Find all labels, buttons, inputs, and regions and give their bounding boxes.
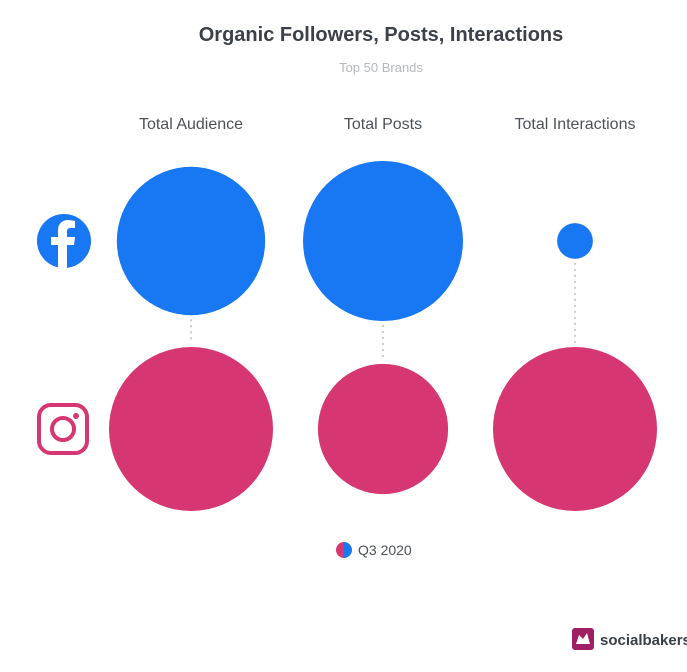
bubble-facebook-total-posts <box>303 161 463 321</box>
legend-swatch <box>336 542 352 558</box>
bubble-instagram-total-audience <box>109 347 273 511</box>
category-label-total-audience: Total Audience <box>139 116 243 133</box>
legend-label: Q3 2020 <box>358 542 412 558</box>
legend: Q3 2020 <box>336 542 412 558</box>
instagram-icon <box>37 403 89 455</box>
socialbakers-logo: socialbakers <box>572 628 687 650</box>
chart-subtitle: Top 50 Brands <box>339 60 423 75</box>
connector-lines <box>190 262 576 360</box>
chart-title: Organic Followers, Posts, Interactions <box>199 24 564 46</box>
bubble-facebook-total-interactions <box>557 223 593 259</box>
category-label-total-posts: Total Posts <box>344 116 422 133</box>
bubble-instagram-total-interactions <box>493 347 657 511</box>
bubble-instagram-total-posts <box>317 363 449 495</box>
facebook-icon <box>37 214 91 268</box>
bubble-facebook-total-audience <box>116 166 266 316</box>
brand-name: socialbakers <box>600 632 687 649</box>
bubbles-layer <box>109 161 657 511</box>
category-label-total-interactions: Total Interactions <box>515 116 636 133</box>
